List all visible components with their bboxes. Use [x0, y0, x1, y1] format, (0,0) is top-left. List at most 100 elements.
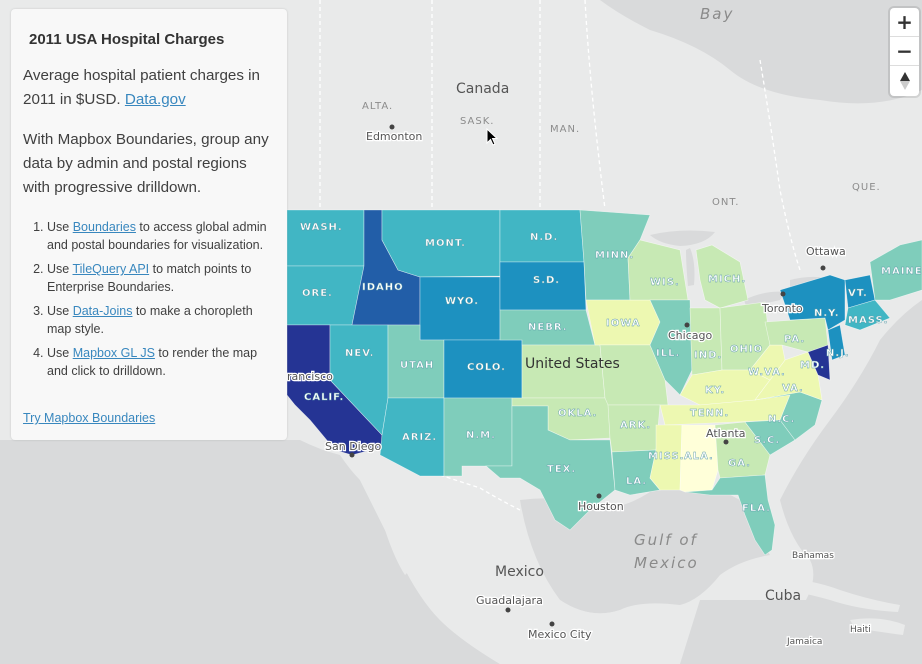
state-label-wa: WASH. [300, 222, 343, 233]
hudson-bay [600, 0, 922, 104]
province-boundaries [319, 0, 801, 511]
state-mi[interactable] [695, 244, 749, 309]
city-dots [349, 124, 826, 627]
city-label-atlanta: Atlanta [706, 427, 745, 440]
water-labels: Bay Gulf of Mexico [634, 5, 734, 572]
state-me[interactable] [869, 239, 922, 301]
step-prefix: Use [47, 220, 73, 234]
water-label-gulf-of: Gulf of [634, 531, 699, 549]
step-suffix: to access global admin and postal bounda… [47, 220, 267, 252]
state-sd[interactable] [499, 261, 587, 311]
country-label-canada: Canada [456, 81, 509, 97]
state-labels: WASH. ORE. CALIF. IDAHO NEV. MONT. WYO. … [300, 222, 922, 514]
city-label-san-francisco: rancisco [287, 370, 333, 383]
city-dot-ottawa [820, 265, 826, 271]
step-suffix: to make a choropleth map style. [47, 304, 253, 336]
city-dot-atlanta [723, 439, 729, 445]
mapbox-gl-js-link[interactable]: Mapbox GL JS [72, 346, 155, 360]
state-ma[interactable] [844, 299, 891, 331]
state-label-mt: MONT. [425, 238, 466, 249]
state-label-ms: MISS. [648, 451, 684, 462]
city-dot-chicago [684, 322, 690, 328]
city-dot-mexico-city [549, 621, 555, 627]
data-joins-link[interactable]: Data-Joins [72, 304, 133, 318]
state-label-tn: TENN. [690, 408, 729, 419]
state-fl[interactable] [684, 474, 776, 556]
state-wv[interactable] [749, 344, 786, 381]
map-navigation-control: + − [890, 8, 919, 96]
baja-peninsula [355, 462, 410, 575]
state-label-nv: NEV. [345, 348, 374, 359]
city-label-ottawa: Ottawa [806, 245, 846, 258]
state-label-id: IDAHO [362, 282, 404, 293]
hispaniola-island [850, 618, 905, 635]
state-label-ar: ARK. [620, 420, 651, 431]
state-label-nd: N.D. [530, 232, 558, 243]
state-label-ut: UTAH [400, 360, 434, 371]
state-label-co: COLO. [467, 362, 506, 373]
steps-list: Use Boundaries to access global admin an… [23, 218, 275, 380]
state-wa[interactable] [286, 209, 365, 267]
state-label-nj: N.J. [826, 348, 850, 359]
compass-button[interactable] [890, 66, 919, 95]
state-wy[interactable] [419, 276, 501, 341]
lake-superior [650, 230, 715, 246]
step-item: Use Data-Joins to make a choropleth map … [47, 302, 275, 338]
city-dot-guadalajara [505, 607, 511, 613]
state-md[interactable] [807, 344, 831, 381]
state-label-wy: WYO. [445, 296, 479, 307]
city-labels: Edmonton Ottawa Toronto Chicago Atlanta … [286, 129, 872, 649]
state-label-ne: NEBR. [528, 322, 568, 333]
state-label-wv: W.VA. [748, 367, 786, 378]
state-va[interactable] [754, 351, 823, 401]
step-prefix: Use [47, 262, 73, 276]
state-label-ca: CALIF. [304, 392, 344, 403]
panel-intro-text: Average hospital patient charges in 2011… [23, 67, 260, 108]
state-label-ky: KY. [705, 385, 725, 396]
state-tx[interactable] [485, 405, 616, 531]
tilequery-api-link[interactable]: TileQuery API [72, 262, 150, 276]
state-label-md: MD. [800, 360, 825, 371]
mouse-cursor-icon [486, 128, 499, 146]
boundaries-link[interactable]: Boundaries [72, 220, 136, 234]
state-label-ia: IOWA [606, 318, 641, 329]
city-dot-san-diego [349, 452, 355, 458]
city-dot-toronto [780, 291, 786, 297]
state-label-va: VA. [782, 383, 804, 394]
city-label-houston: Houston [578, 500, 624, 513]
state-label-nm: N.M. [466, 430, 496, 441]
province-label-ont: ONT. [712, 197, 739, 208]
state-ny[interactable] [779, 274, 846, 331]
water-label-bay: Bay [700, 5, 734, 23]
zoom-in-button[interactable]: + [890, 8, 919, 37]
step-item: Use TileQuery API to match points to Ent… [47, 260, 275, 296]
city-label-haiti: Haiti [850, 625, 871, 635]
country-label-cuba: Cuba [765, 588, 801, 604]
city-label-chicago: Chicago [668, 329, 712, 342]
country-label-mexico: Mexico [495, 564, 544, 580]
info-panel: 2011 USA Hospital Charges Average hospit… [11, 9, 287, 440]
city-label-mexico-city: Mexico City [528, 628, 592, 641]
province-label-man: MAN. [550, 124, 580, 135]
step-item: Use Mapbox GL JS to render the map and c… [47, 344, 275, 380]
city-label-toronto: Toronto [761, 302, 803, 315]
water-label-gulf-mexico: Mexico [634, 554, 699, 572]
us-states-layer[interactable] [286, 209, 922, 556]
zoom-out-icon: − [896, 39, 913, 63]
data-gov-link[interactable]: Data.gov [124, 91, 186, 108]
panel-intro: Average hospital patient charges in 2011… [23, 64, 275, 112]
state-label-al: ALA. [684, 451, 714, 462]
state-nj[interactable] [827, 324, 846, 361]
state-label-pa: PA. [784, 334, 805, 345]
state-label-il: ILL. [656, 348, 680, 359]
try-boundaries-link[interactable]: Try Mapbox Boundaries [23, 411, 156, 425]
lake-michigan [686, 248, 695, 286]
state-label-vt: VT. [848, 288, 868, 299]
state-label-sc: S.C. [754, 435, 780, 446]
step-item: Use Boundaries to access global admin an… [47, 218, 275, 254]
zoom-out-button[interactable]: − [890, 37, 919, 66]
atlantic-ocean [760, 300, 922, 664]
city-dot-edmonton [389, 124, 395, 130]
province-labels: ALTA. SASK. MAN. ONT. QUE. [362, 101, 880, 208]
